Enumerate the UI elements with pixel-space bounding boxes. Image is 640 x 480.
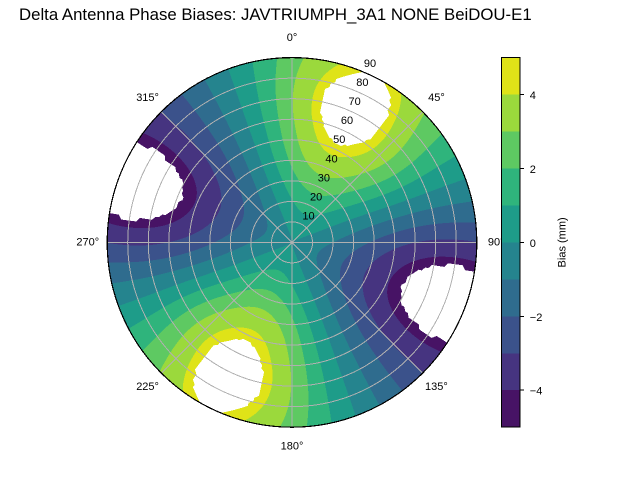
svg-text:180°: 180° xyxy=(281,441,304,453)
svg-text:315°: 315° xyxy=(136,92,159,104)
svg-text:4: 4 xyxy=(530,90,536,102)
svg-text:90: 90 xyxy=(364,58,376,70)
svg-text:Delta Antenna Phase Biases: JA: Delta Antenna Phase Biases: JAVTRIUMPH_3… xyxy=(19,5,532,24)
svg-text:60: 60 xyxy=(341,115,353,127)
svg-text:225°: 225° xyxy=(136,381,159,393)
svg-text:135°: 135° xyxy=(425,381,448,393)
svg-text:80: 80 xyxy=(356,77,368,89)
svg-text:50: 50 xyxy=(333,134,345,146)
svg-text:40: 40 xyxy=(325,153,337,165)
svg-text:−2: −2 xyxy=(530,312,543,324)
svg-text:20: 20 xyxy=(310,191,322,203)
svg-text:30: 30 xyxy=(318,172,330,184)
svg-text:70: 70 xyxy=(348,96,360,108)
svg-text:−4: −4 xyxy=(530,386,543,398)
svg-text:270°: 270° xyxy=(76,236,99,248)
svg-text:2: 2 xyxy=(530,164,536,176)
svg-text:10: 10 xyxy=(302,210,314,222)
svg-text:0: 0 xyxy=(530,238,536,250)
svg-text:Bias (mm): Bias (mm) xyxy=(557,217,569,267)
svg-text:0°: 0° xyxy=(287,32,298,44)
svg-text:45°: 45° xyxy=(428,92,445,104)
